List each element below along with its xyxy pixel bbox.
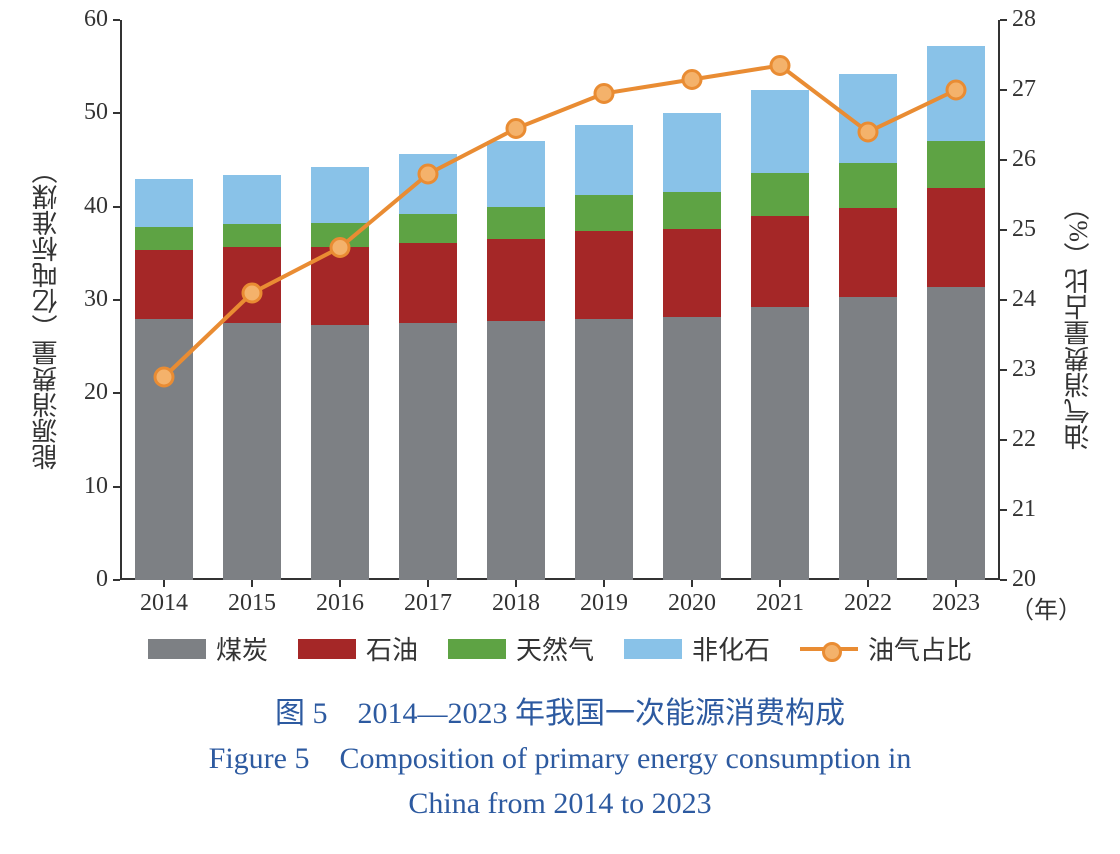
line-marker [859, 123, 877, 141]
legend-label: 天然气 [516, 630, 594, 667]
line-marker [419, 165, 437, 183]
legend-label: 煤炭 [216, 630, 268, 667]
legend-swatch [298, 639, 356, 659]
line-marker [947, 81, 965, 99]
caption-en: Figure 5 Composition of primary energy c… [0, 736, 1120, 826]
legend-swatch [624, 639, 682, 659]
legend-item: 石油 [298, 630, 418, 667]
legend-item: 非化石 [624, 630, 770, 667]
legend-swatch [148, 639, 206, 659]
legend: 煤炭 石油 天然气 非化石 油气占比 [0, 630, 1120, 667]
legend-item: 煤炭 [148, 630, 268, 667]
legend-label: 非化石 [692, 630, 770, 667]
legend-swatch [448, 639, 506, 659]
legend-item: 油气占比 [800, 630, 972, 667]
chart-container: 0102030405060202122232425262728201420152… [0, 0, 1120, 854]
line-marker [331, 239, 349, 257]
line-marker [771, 57, 789, 75]
line-marker [595, 85, 613, 103]
line-marker [683, 71, 701, 89]
legend-dot [822, 642, 842, 662]
legend-item: 天然气 [448, 630, 594, 667]
line-marker [243, 284, 261, 302]
line-marker [155, 368, 173, 386]
caption-zh: 图 5 2014—2023 年我国一次能源消费构成 [0, 688, 1120, 732]
legend-label: 石油 [366, 630, 418, 667]
legend-swatch [800, 639, 858, 659]
line-marker [507, 120, 525, 138]
legend-label: 油气占比 [868, 630, 972, 667]
